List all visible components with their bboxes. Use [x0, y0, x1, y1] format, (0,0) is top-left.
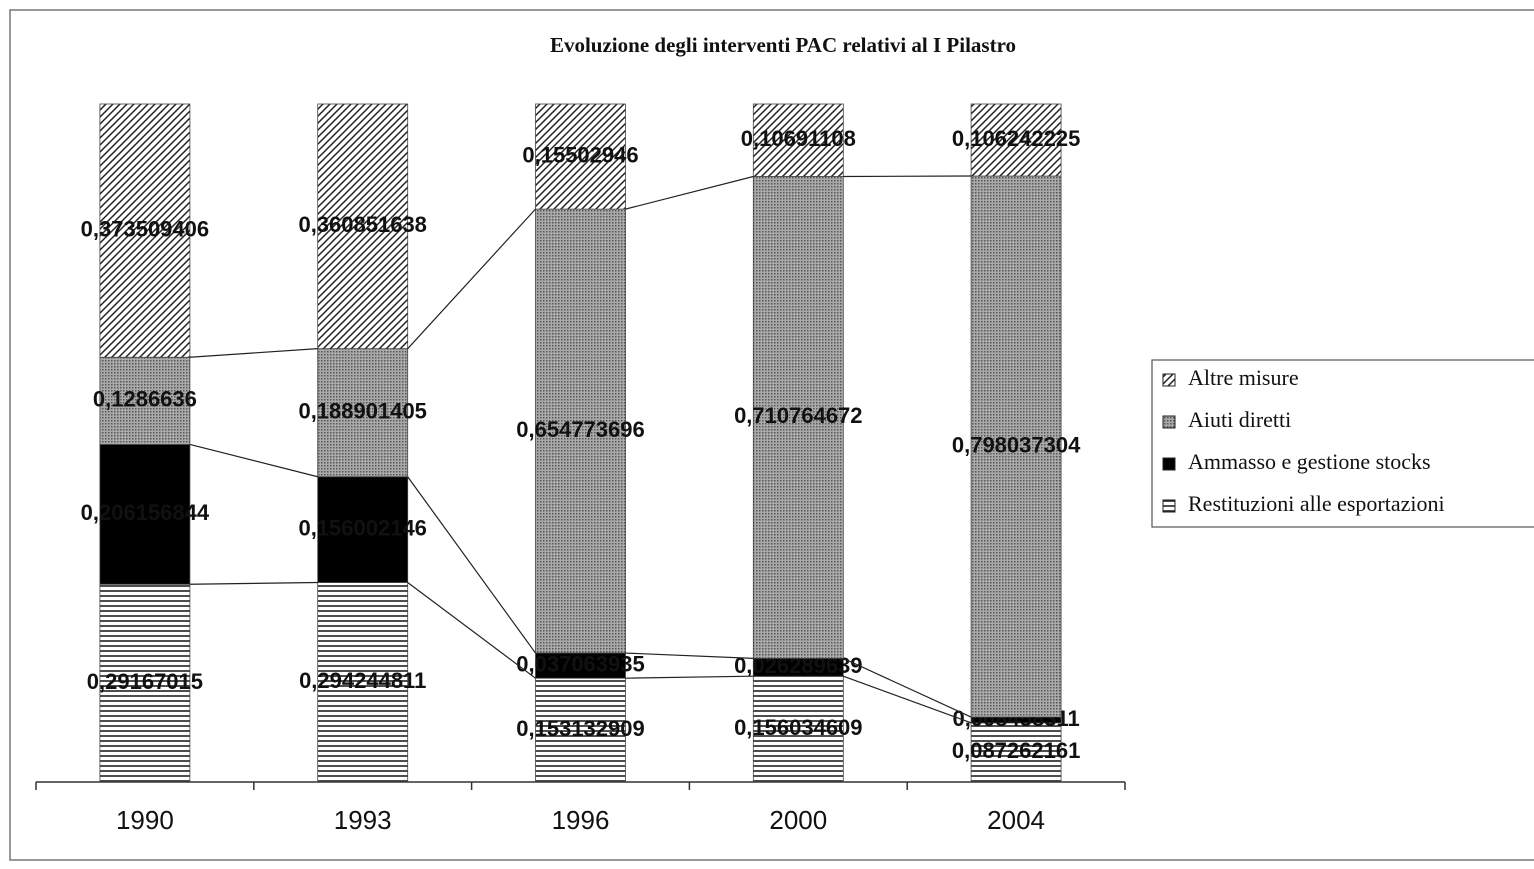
data-label: 0,798037304 — [952, 432, 1081, 457]
series-line — [407, 476, 536, 654]
data-label: 0,087262161 — [952, 738, 1080, 763]
data-label: 0,360851638 — [298, 212, 426, 237]
data-label: 0,15502946 — [522, 142, 638, 167]
data-label: 0,156002146 — [298, 515, 426, 540]
legend-label: Aiuti diretti — [1188, 407, 1291, 432]
data-label: 0,106242225 — [952, 126, 1080, 151]
legend-label: Restituzioni alle esportazioni — [1188, 491, 1445, 516]
legend-label: Ammasso e gestione stocks — [1188, 449, 1431, 474]
series-line — [843, 675, 972, 724]
series-line — [407, 208, 536, 350]
series-line — [189, 443, 318, 478]
chart-title: Evoluzione degli interventi PAC relativi… — [550, 33, 1016, 57]
bar-segment — [535, 208, 626, 654]
data-label: 0,654773696 — [516, 417, 644, 442]
bar-segment — [99, 103, 191, 358]
data-label: 0,29167015 — [87, 669, 203, 694]
series-line — [407, 582, 536, 679]
data-label: 0,1286636 — [93, 387, 197, 412]
bar-segment — [317, 348, 409, 478]
data-label: 0,037063935 — [516, 651, 644, 676]
bar-segment — [99, 444, 191, 585]
legend-swatch — [1162, 457, 1176, 471]
series-line — [189, 581, 318, 585]
bar-segment — [535, 103, 626, 210]
legend-swatch — [1162, 415, 1176, 429]
data-label: 0,156034609 — [734, 715, 862, 740]
chart-border — [9, 9, 1534, 861]
bar-segment — [970, 175, 1062, 718]
data-label: 0,188901405 — [298, 399, 426, 424]
series-line — [625, 175, 754, 210]
bar-segment — [752, 103, 844, 177]
legend-swatch — [1162, 499, 1176, 513]
data-label: 0,294244811 — [299, 668, 426, 693]
bar-segment — [99, 583, 191, 783]
data-label: 0,206156844 — [81, 500, 210, 525]
bar-segment — [317, 476, 409, 583]
bar-segment — [535, 652, 626, 679]
legend-label: Altre misure — [1188, 365, 1299, 390]
bar-segment — [752, 675, 844, 783]
series-line — [189, 348, 318, 358]
x-tick-label: 1990 — [116, 805, 174, 835]
x-tick-label: 1996 — [552, 805, 610, 835]
x-tick-label: 2004 — [987, 805, 1045, 835]
bar-segment — [752, 176, 844, 659]
data-label: 0,710764672 — [734, 403, 862, 428]
data-label: 0,153132909 — [516, 716, 644, 741]
x-tick-label: 1993 — [334, 805, 392, 835]
legend — [1151, 359, 1534, 528]
legend-swatch — [1162, 373, 1176, 387]
bar-segment — [317, 103, 409, 350]
data-label: 0,10691108 — [741, 126, 856, 151]
series-line — [625, 675, 754, 679]
bar-segment — [970, 722, 1062, 783]
bar-segment — [970, 103, 1062, 177]
bar-segment — [317, 582, 409, 783]
series-line — [625, 652, 754, 659]
series-line — [843, 657, 972, 718]
data-label: 0,373509406 — [81, 216, 209, 241]
x-tick-label: 2000 — [769, 805, 827, 835]
